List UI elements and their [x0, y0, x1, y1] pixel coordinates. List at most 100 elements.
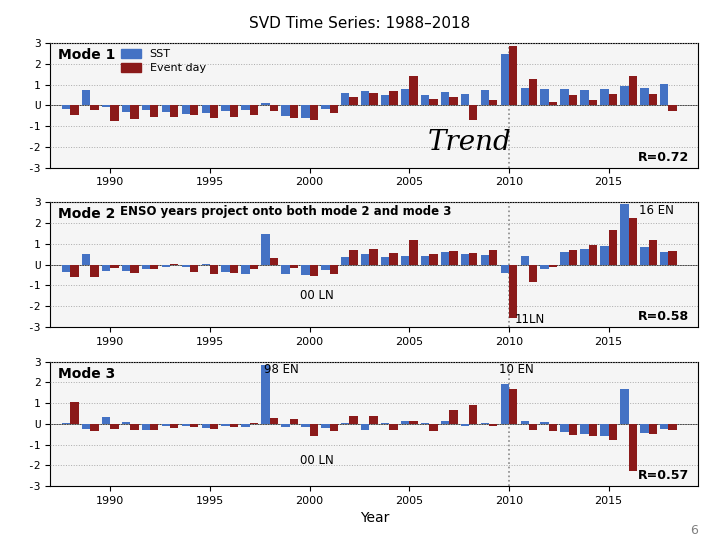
Bar — [90, 265, 99, 277]
Text: Mode 1: Mode 1 — [58, 48, 115, 62]
Text: 11LN: 11LN — [515, 313, 545, 326]
Bar — [301, 424, 310, 427]
Bar — [461, 424, 469, 426]
Bar — [401, 89, 409, 105]
Text: Trend: Trend — [427, 129, 511, 156]
Bar — [110, 424, 119, 429]
Bar — [130, 424, 138, 430]
Bar — [640, 424, 649, 433]
Bar — [102, 105, 110, 107]
Bar — [600, 424, 608, 436]
Bar — [429, 424, 438, 431]
Bar — [521, 88, 529, 105]
Bar — [150, 105, 158, 117]
Bar — [349, 415, 358, 424]
Bar — [102, 265, 110, 271]
Bar — [110, 265, 119, 268]
Bar — [361, 424, 369, 430]
Bar — [668, 424, 677, 430]
Text: R=0.72: R=0.72 — [637, 151, 688, 164]
Text: R=0.58: R=0.58 — [637, 310, 688, 323]
Bar — [102, 416, 110, 424]
Bar — [369, 415, 378, 424]
Bar — [270, 417, 278, 424]
Bar — [461, 254, 469, 265]
Legend: SST, Event day: SST, Event day — [121, 49, 206, 73]
Bar — [150, 265, 158, 269]
Bar — [401, 256, 409, 265]
Bar — [421, 256, 429, 265]
Bar — [122, 105, 130, 112]
Bar — [82, 254, 90, 265]
Bar — [640, 247, 649, 265]
Bar — [649, 424, 657, 434]
Bar — [369, 249, 378, 265]
Bar — [110, 105, 119, 121]
Bar — [190, 424, 198, 427]
Bar — [202, 105, 210, 113]
Bar — [62, 105, 71, 109]
Bar — [489, 100, 498, 105]
Bar — [529, 265, 537, 282]
Bar — [289, 105, 298, 118]
Bar — [529, 79, 537, 105]
Bar — [241, 265, 250, 274]
Bar — [170, 105, 179, 117]
Bar — [181, 105, 190, 114]
Bar — [449, 97, 457, 105]
Bar — [381, 258, 390, 265]
Bar — [489, 250, 498, 265]
Bar — [608, 94, 617, 105]
Bar — [560, 424, 569, 432]
Bar — [250, 265, 258, 269]
Text: 00 LN: 00 LN — [300, 454, 333, 467]
Bar — [409, 421, 418, 424]
Bar — [429, 99, 438, 105]
Bar — [429, 254, 438, 265]
Bar — [580, 90, 589, 105]
Bar — [549, 424, 557, 431]
Bar — [310, 265, 318, 276]
Text: SVD Time Series: 1988–2018: SVD Time Series: 1988–2018 — [249, 16, 471, 31]
Bar — [608, 424, 617, 441]
Bar — [261, 364, 270, 424]
Bar — [341, 423, 349, 424]
Bar — [282, 105, 289, 116]
Bar — [500, 265, 509, 273]
Bar — [600, 246, 608, 265]
Bar — [230, 265, 238, 273]
Bar — [421, 95, 429, 105]
Bar — [629, 424, 637, 471]
Bar — [190, 105, 198, 114]
Bar — [71, 402, 78, 424]
Bar — [620, 389, 629, 424]
Bar — [270, 258, 278, 265]
Bar — [401, 421, 409, 424]
Bar — [222, 105, 230, 111]
Bar — [181, 265, 190, 267]
Bar — [569, 250, 577, 265]
Bar — [162, 105, 170, 112]
Bar — [521, 421, 529, 424]
Bar — [270, 105, 278, 111]
Bar — [361, 254, 369, 265]
Bar — [541, 265, 549, 269]
Bar — [289, 418, 298, 424]
Bar — [130, 265, 138, 273]
Bar — [640, 88, 649, 105]
Bar — [509, 46, 518, 105]
Bar — [649, 94, 657, 105]
Bar — [549, 265, 557, 267]
Bar — [261, 103, 270, 105]
Text: 00 LN: 00 LN — [300, 289, 333, 302]
Bar — [330, 424, 338, 431]
Text: 6: 6 — [690, 524, 698, 537]
Bar — [421, 423, 429, 424]
Bar — [409, 76, 418, 105]
Bar — [142, 424, 150, 430]
Bar — [321, 105, 330, 109]
Bar — [509, 265, 518, 319]
Bar — [449, 410, 457, 424]
Bar — [649, 240, 657, 265]
Bar — [608, 231, 617, 265]
